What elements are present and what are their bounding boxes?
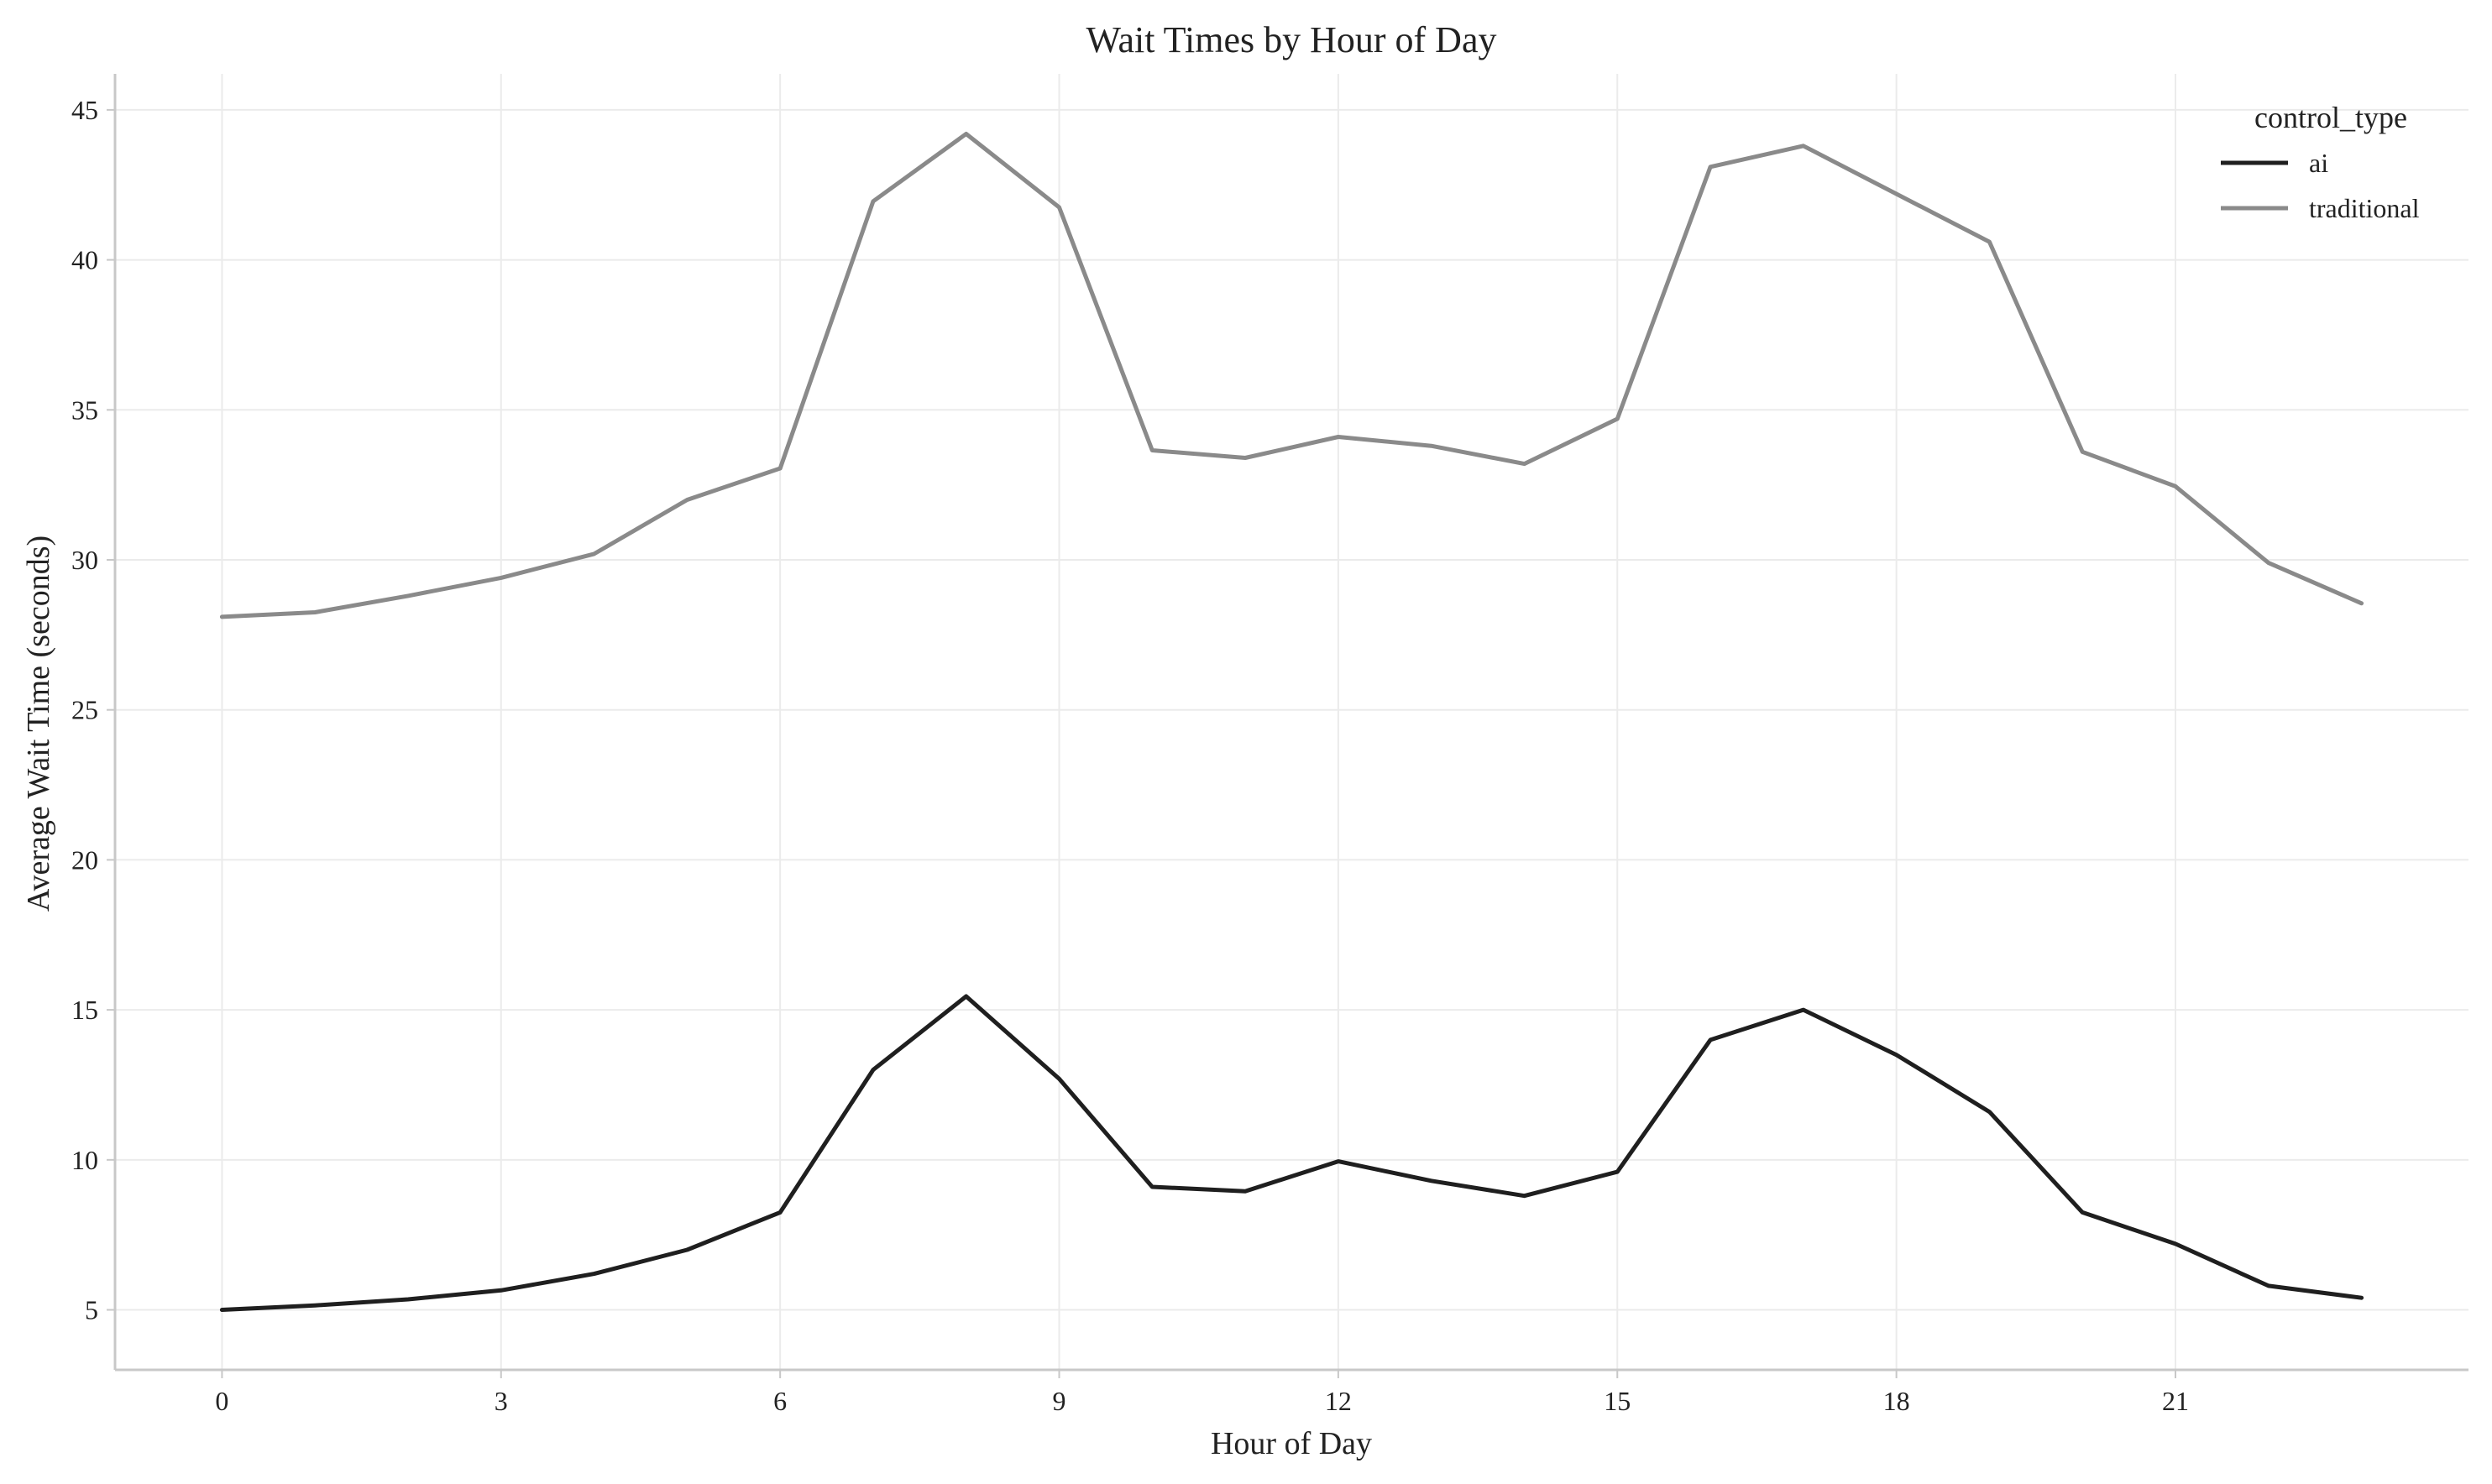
legend-label-traditional: traditional xyxy=(2309,193,2420,223)
series-line-ai xyxy=(219,994,2364,1312)
tick-labels: 0 3 6 9 12 15 18 21 5 10 15 20 25 30 35 40 45 xyxy=(71,95,2189,1416)
x-tick-label: 18 xyxy=(1883,1386,1910,1416)
y-tick-label: 35 xyxy=(71,395,98,425)
x-axis-title: Hour of Day xyxy=(1211,1426,1372,1461)
legend: control_type ai traditional xyxy=(2221,101,2420,223)
y-tick-label: 40 xyxy=(71,245,98,275)
x-tick-label: 21 xyxy=(2162,1386,2189,1416)
series-lines xyxy=(219,132,2364,1312)
legend-label-ai: ai xyxy=(2309,148,2328,178)
y-tick-label: 30 xyxy=(71,545,98,575)
x-tick-label: 0 xyxy=(215,1386,228,1416)
chart-title: Wait Times by Hour of Day xyxy=(1086,19,1496,60)
y-tick-label: 15 xyxy=(71,995,98,1025)
x-tick-label: 15 xyxy=(1604,1386,1631,1416)
series-line-traditional xyxy=(219,132,2364,619)
grid xyxy=(115,74,2468,1370)
y-tick-label: 25 xyxy=(71,695,98,725)
y-tick-label: 45 xyxy=(71,95,98,125)
legend-title: control_type xyxy=(2254,101,2407,134)
y-tick-label: 20 xyxy=(71,844,98,875)
y-tick-label: 10 xyxy=(71,1145,98,1175)
x-tick-label: 9 xyxy=(1053,1386,1066,1416)
x-tick-label: 12 xyxy=(1325,1386,1352,1416)
x-tick-label: 6 xyxy=(773,1386,787,1416)
y-axis-title: Average Wait Time (seconds) xyxy=(21,536,56,912)
axes xyxy=(113,74,2468,1372)
x-tick-label: 3 xyxy=(495,1386,508,1416)
y-tick-label: 5 xyxy=(85,1295,98,1325)
legend-items: ai traditional xyxy=(2221,148,2420,223)
